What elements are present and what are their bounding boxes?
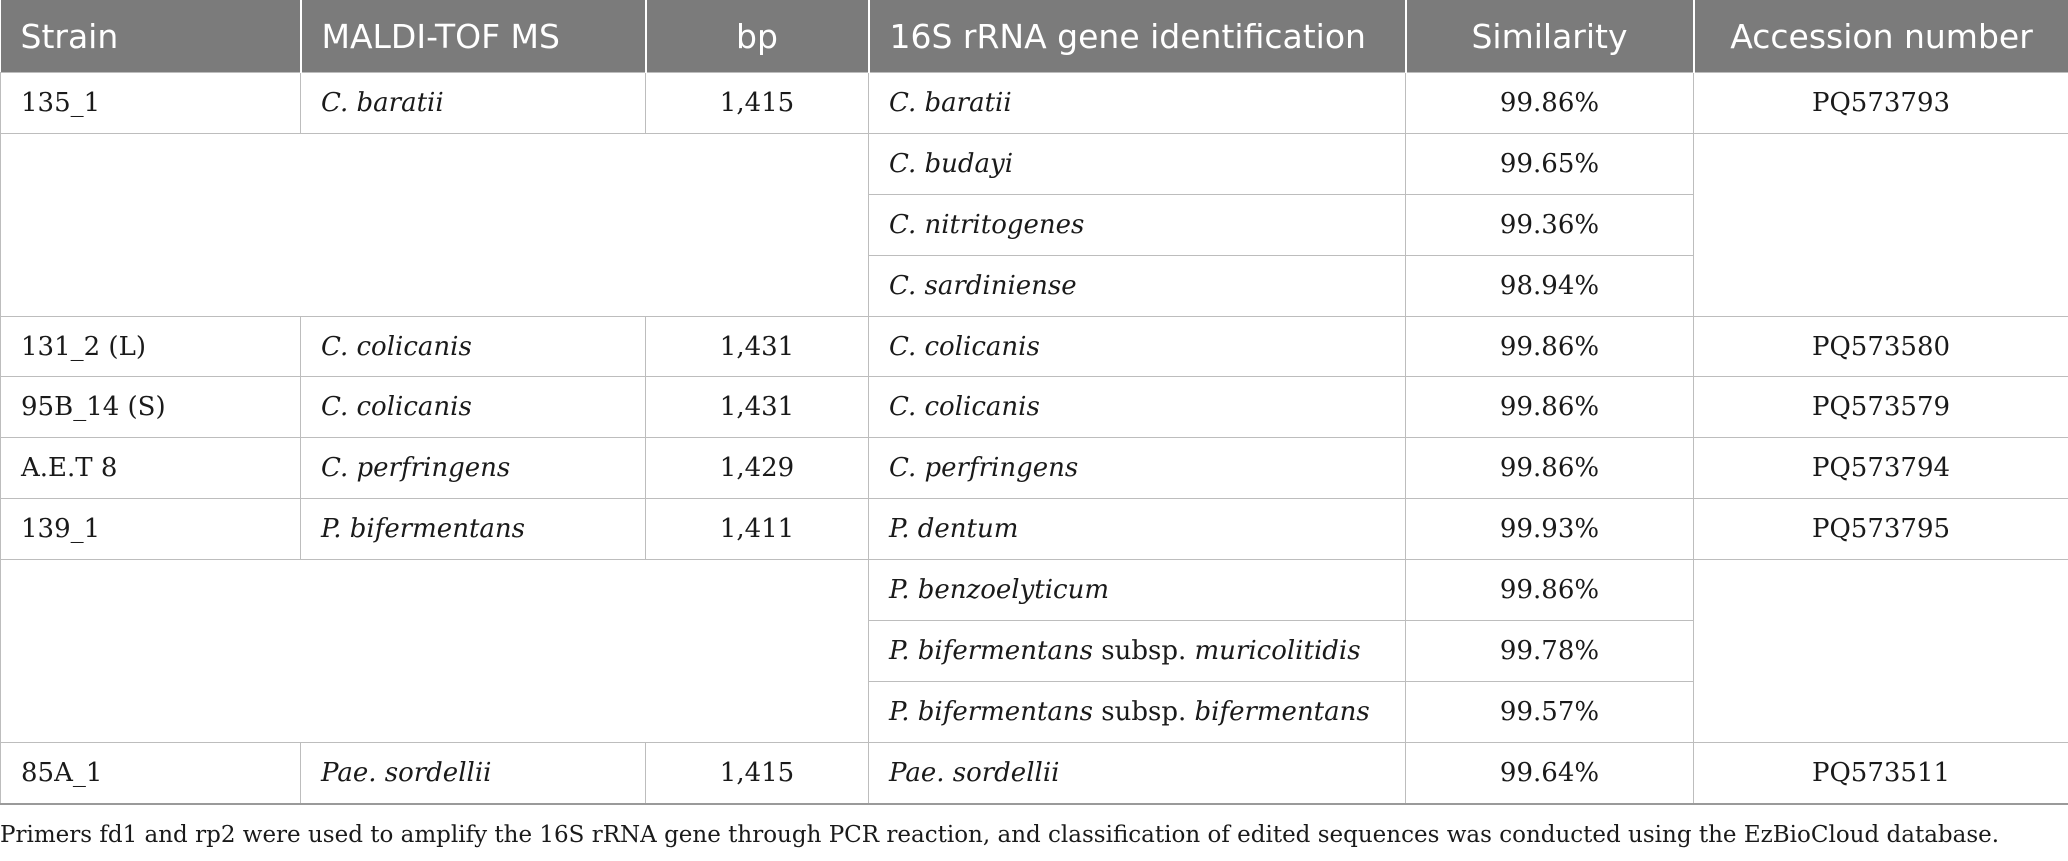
maldi-species: C. colicanis [321,331,472,362]
maldi-cell: C. perfringens [300,437,646,500]
bp-cell: 1,431 [645,315,869,378]
identification-cell: C. colicanis [868,315,1406,378]
similarity-cell: 99.65% [1405,132,1694,195]
identification-cell: Pae. sordellii [868,741,1406,805]
header-maldi: MALDI-TOF MS [299,0,646,73]
identification-cell: C. budayi [868,132,1406,195]
merged-empty-cell [0,132,869,317]
maldi-cell: C. colicanis [300,376,646,439]
identified-species: P. dentum [889,514,1019,545]
maldi-cell: Pae. sordellii [300,741,646,805]
merged-empty-cell [0,559,869,743]
strain-cell: 139_1 [0,498,301,561]
identification-table: Strain MALDI-TOF MS bp 16S rRNA gene ide… [0,0,2068,805]
accession-cell: PQ573795 [1693,498,2068,561]
identification-cell: P. dentum [868,498,1406,561]
maldi-cell: C. colicanis [300,315,646,378]
strain-cell: A.E.T 8 [0,437,301,500]
table-row: 139_1 P. bifermentans 1,411 P. dentum 99… [0,498,2068,561]
results-table-container: Strain MALDI-TOF MS bp 16S rRNA gene ide… [0,0,2068,805]
similarity-cell: 99.36% [1405,193,1694,256]
table-row: A.E.T 8 C. perfringens 1,429 C. perfring… [0,437,2068,500]
identified-species: P. bifermentans [889,635,1093,666]
maldi-species: C. colicanis [321,392,472,423]
identification-cell: C. nitritogenes [868,193,1406,256]
table-row: 135_1 C. baratii 1,415 C. baratii 99.86%… [0,72,2068,134]
identified-species: C. baratii [889,87,1012,118]
table-row: P. benzoelyticum 99.86% [0,559,2068,743]
identification-cell: P. bifermentans subsp. muricolitidis [868,620,1406,682]
identification-cell: C. colicanis [868,376,1406,439]
merged-accession-empty-cell [1693,559,2068,743]
header-strain: Strain [0,0,301,73]
header-similarity: Similarity [1404,0,1694,73]
identified-species: C. colicanis [889,331,1040,362]
subspecies-name: muricolitidis [1194,635,1361,666]
subsp-label: subsp. [1092,635,1195,666]
similarity-cell: 99.86% [1405,72,1694,134]
merged-accession-empty-cell [1693,132,2068,317]
strain-cell: 131_2 (L) [0,315,301,378]
similarity-cell: 99.86% [1405,376,1694,439]
strain-cell: 85A_1 [0,741,301,805]
identification-cell: C. baratii [868,72,1406,134]
accession-cell: PQ573794 [1693,437,2068,500]
similarity-cell: 99.86% [1405,315,1694,378]
identified-species: C. nitritogenes [889,209,1085,240]
accession-cell: PQ573579 [1693,376,2068,439]
similarity-cell: 98.94% [1405,254,1694,317]
table-row: C. nitritogenes 99.36% [1,193,2068,256]
identification-cell: C. perfringens [868,437,1406,500]
identified-species: C. sardiniense [889,270,1077,301]
table-row: 85A_1 Pae. sordellii 1,415 Pae. sordelli… [0,741,2068,805]
subspecies-name: bifermentans [1194,696,1370,727]
bp-cell: 1,429 [645,437,869,500]
similarity-cell: 99.86% [1405,437,1694,500]
identification-cell: P. bifermentans subsp. bifermentans [868,680,1406,743]
identified-species: C. budayi [889,148,1014,179]
identification-cell: P. benzoelyticum [868,559,1406,622]
header-row: Strain MALDI-TOF MS bp 16S rRNA gene ide… [0,0,2068,73]
identified-species: C. perfringens [889,453,1079,484]
similarity-cell: 99.93% [1405,498,1694,561]
accession-cell: PQ573511 [1693,741,2068,805]
accession-cell: PQ573580 [1693,315,2068,378]
identified-species: P. bifermentans [889,696,1093,727]
strain-cell: 135_1 [0,72,301,134]
bp-cell: 1,411 [645,498,869,561]
maldi-species: Pae. sordellii [321,757,492,788]
bp-cell: 1,415 [645,72,869,134]
table-row: 95B_14 (S) C. colicanis 1,431 C. colican… [0,376,2068,439]
table-row: 131_2 (L) C. colicanis 1,431 C. colicani… [0,315,2068,378]
maldi-species: C. perfringens [321,453,511,484]
maldi-cell: P. bifermentans [300,498,646,561]
table-row: P. bifermentans subsp. bifermentans 99.5… [1,680,2068,743]
bp-cell: 1,415 [645,741,869,805]
maldi-cell: C. baratii [300,72,646,134]
bp-cell: 1,431 [645,376,869,439]
similarity-cell: 99.64% [1405,741,1694,805]
table-footnote: Primers fd1 and rp2 were used to amplify… [0,822,2000,848]
header-identification: 16S rRNA gene identification [867,0,1406,73]
header-bp: bp [644,0,869,73]
table-row: P. bifermentans subsp. muricolitidis 99.… [1,620,2068,682]
subsp-label: subsp. [1092,696,1195,727]
identified-species: Pae. sordellii [889,757,1060,788]
identification-cell: C. sardiniense [868,254,1406,317]
header-accession: Accession number [1692,0,2068,73]
similarity-cell: 99.86% [1405,559,1694,622]
similarity-cell: 99.78% [1405,620,1694,682]
strain-cell: 95B_14 (S) [0,376,301,439]
table-row: C. budayi 99.65% [0,132,2068,317]
identified-species: P. benzoelyticum [889,575,1109,606]
identified-species: C. colicanis [889,392,1040,423]
maldi-species: C. baratii [321,87,444,118]
maldi-species: P. bifermentans [321,514,525,545]
accession-cell: PQ573793 [1693,72,2068,134]
similarity-cell: 99.57% [1405,680,1694,743]
